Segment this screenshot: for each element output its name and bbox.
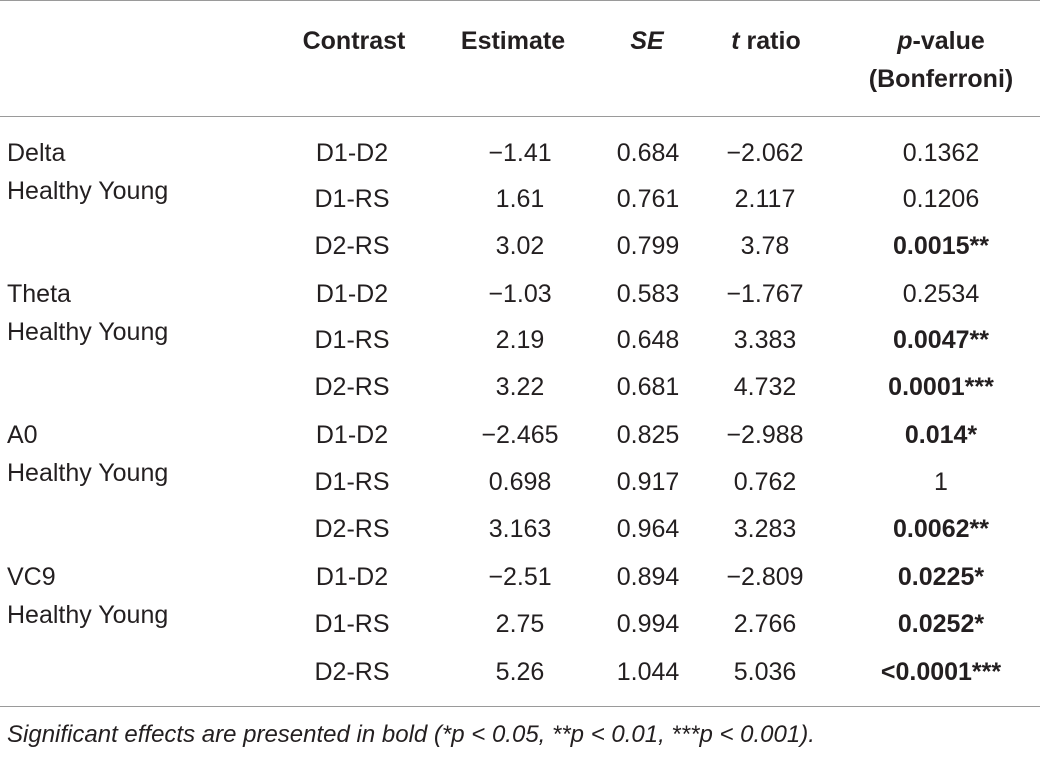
cell-contrast: D1-D2 — [315, 280, 389, 308]
cell-contrast: D2-RS — [314, 373, 390, 401]
cell-se: 0.583 — [616, 280, 680, 308]
group-label: Delta — [7, 139, 66, 167]
cell-p: 0.0001*** — [888, 373, 994, 401]
cell-estimate: −2.51 — [488, 563, 552, 591]
cell-t: −2.062 — [726, 139, 804, 167]
header-estimate: Estimate — [460, 27, 566, 55]
group-sublabel: Healthy Young — [7, 318, 169, 346]
cell-p: 0.2534 — [902, 280, 980, 308]
cell-se: 0.825 — [616, 421, 680, 449]
cell-contrast: D2-RS — [314, 232, 390, 260]
cell-t: −2.988 — [726, 421, 804, 449]
header-p-bonferroni: (Bonferroni) — [868, 65, 1014, 93]
cell-t: 3.283 — [733, 515, 797, 543]
cell-se: 0.799 — [616, 232, 680, 260]
cell-se: 0.684 — [616, 139, 680, 167]
group-sublabel: Healthy Young — [7, 459, 169, 487]
cell-se: 0.964 — [616, 515, 680, 543]
header-t-ratio: t ratio — [731, 26, 800, 56]
cell-p: 1 — [934, 468, 948, 496]
cell-t: 4.732 — [733, 373, 797, 401]
cell-estimate: 3.02 — [495, 232, 545, 260]
cell-estimate: 2.75 — [495, 610, 545, 638]
header-p-rest: -value — [912, 27, 985, 55]
cell-se: 0.761 — [616, 185, 680, 213]
group-label: Theta — [7, 280, 71, 308]
cell-estimate: 1.61 — [495, 185, 545, 213]
table-top-rule — [0, 0, 1040, 1]
cell-se: 0.917 — [616, 468, 680, 496]
cell-contrast: D1-RS — [314, 185, 390, 213]
cell-t: 3.383 — [733, 326, 797, 354]
cell-p: 0.0252* — [897, 610, 985, 638]
cell-contrast: D2-RS — [314, 658, 390, 686]
cell-t: −2.809 — [726, 563, 804, 591]
cell-estimate: 2.19 — [495, 326, 545, 354]
cell-p: 0.1362 — [902, 139, 980, 167]
header-se: SE — [630, 27, 664, 55]
cell-t: 0.762 — [733, 468, 797, 496]
cell-estimate: 3.163 — [488, 515, 552, 543]
cell-t: 2.766 — [733, 610, 797, 638]
cell-t: −1.767 — [726, 280, 804, 308]
cell-se: 0.681 — [616, 373, 680, 401]
cell-t: 5.036 — [733, 658, 797, 686]
cell-p: 0.1206 — [902, 185, 980, 213]
group-label: VC9 — [7, 563, 56, 591]
header-t-italic: t — [731, 27, 740, 55]
cell-estimate: −1.03 — [488, 280, 552, 308]
cell-p: 0.0062** — [893, 515, 989, 543]
cell-contrast: D1-RS — [314, 610, 390, 638]
table-bottom-rule — [0, 706, 1040, 707]
cell-estimate: −2.465 — [481, 421, 559, 449]
header-p-value: p-value — [897, 26, 985, 56]
table-footnote: Significant effects are presented in bol… — [7, 721, 815, 748]
cell-se: 1.044 — [616, 658, 680, 686]
cell-p: <0.0001*** — [880, 658, 1002, 686]
cell-p: 0.0225* — [897, 563, 985, 591]
cell-se: 0.894 — [616, 563, 680, 591]
cell-p: 0.0047** — [893, 326, 989, 354]
group-label: A0 — [7, 421, 38, 449]
cell-estimate: 3.22 — [495, 373, 545, 401]
header-contrast: Contrast — [302, 27, 406, 55]
cell-contrast: D1-D2 — [315, 563, 389, 591]
cell-p: 0.0015** — [893, 232, 989, 260]
cell-contrast: D2-RS — [314, 515, 390, 543]
cell-contrast: D1-RS — [314, 326, 390, 354]
cell-estimate: 0.698 — [488, 468, 552, 496]
cell-estimate: 5.26 — [495, 658, 545, 686]
cell-t: 2.117 — [734, 185, 796, 213]
cell-se: 0.648 — [616, 326, 680, 354]
cell-contrast: D1-RS — [314, 468, 390, 496]
cell-se: 0.994 — [616, 610, 680, 638]
header-t-rest: ratio — [739, 27, 801, 55]
cell-contrast: D1-D2 — [315, 139, 389, 167]
group-sublabel: Healthy Young — [7, 177, 169, 205]
header-bottom-rule — [0, 116, 1040, 117]
cell-p: 0.014* — [904, 421, 978, 449]
header-p-italic: p — [897, 27, 913, 55]
cell-t: 3.78 — [740, 232, 790, 260]
cell-estimate: −1.41 — [488, 139, 552, 167]
group-sublabel: Healthy Young — [7, 601, 169, 629]
cell-contrast: D1-D2 — [315, 421, 389, 449]
